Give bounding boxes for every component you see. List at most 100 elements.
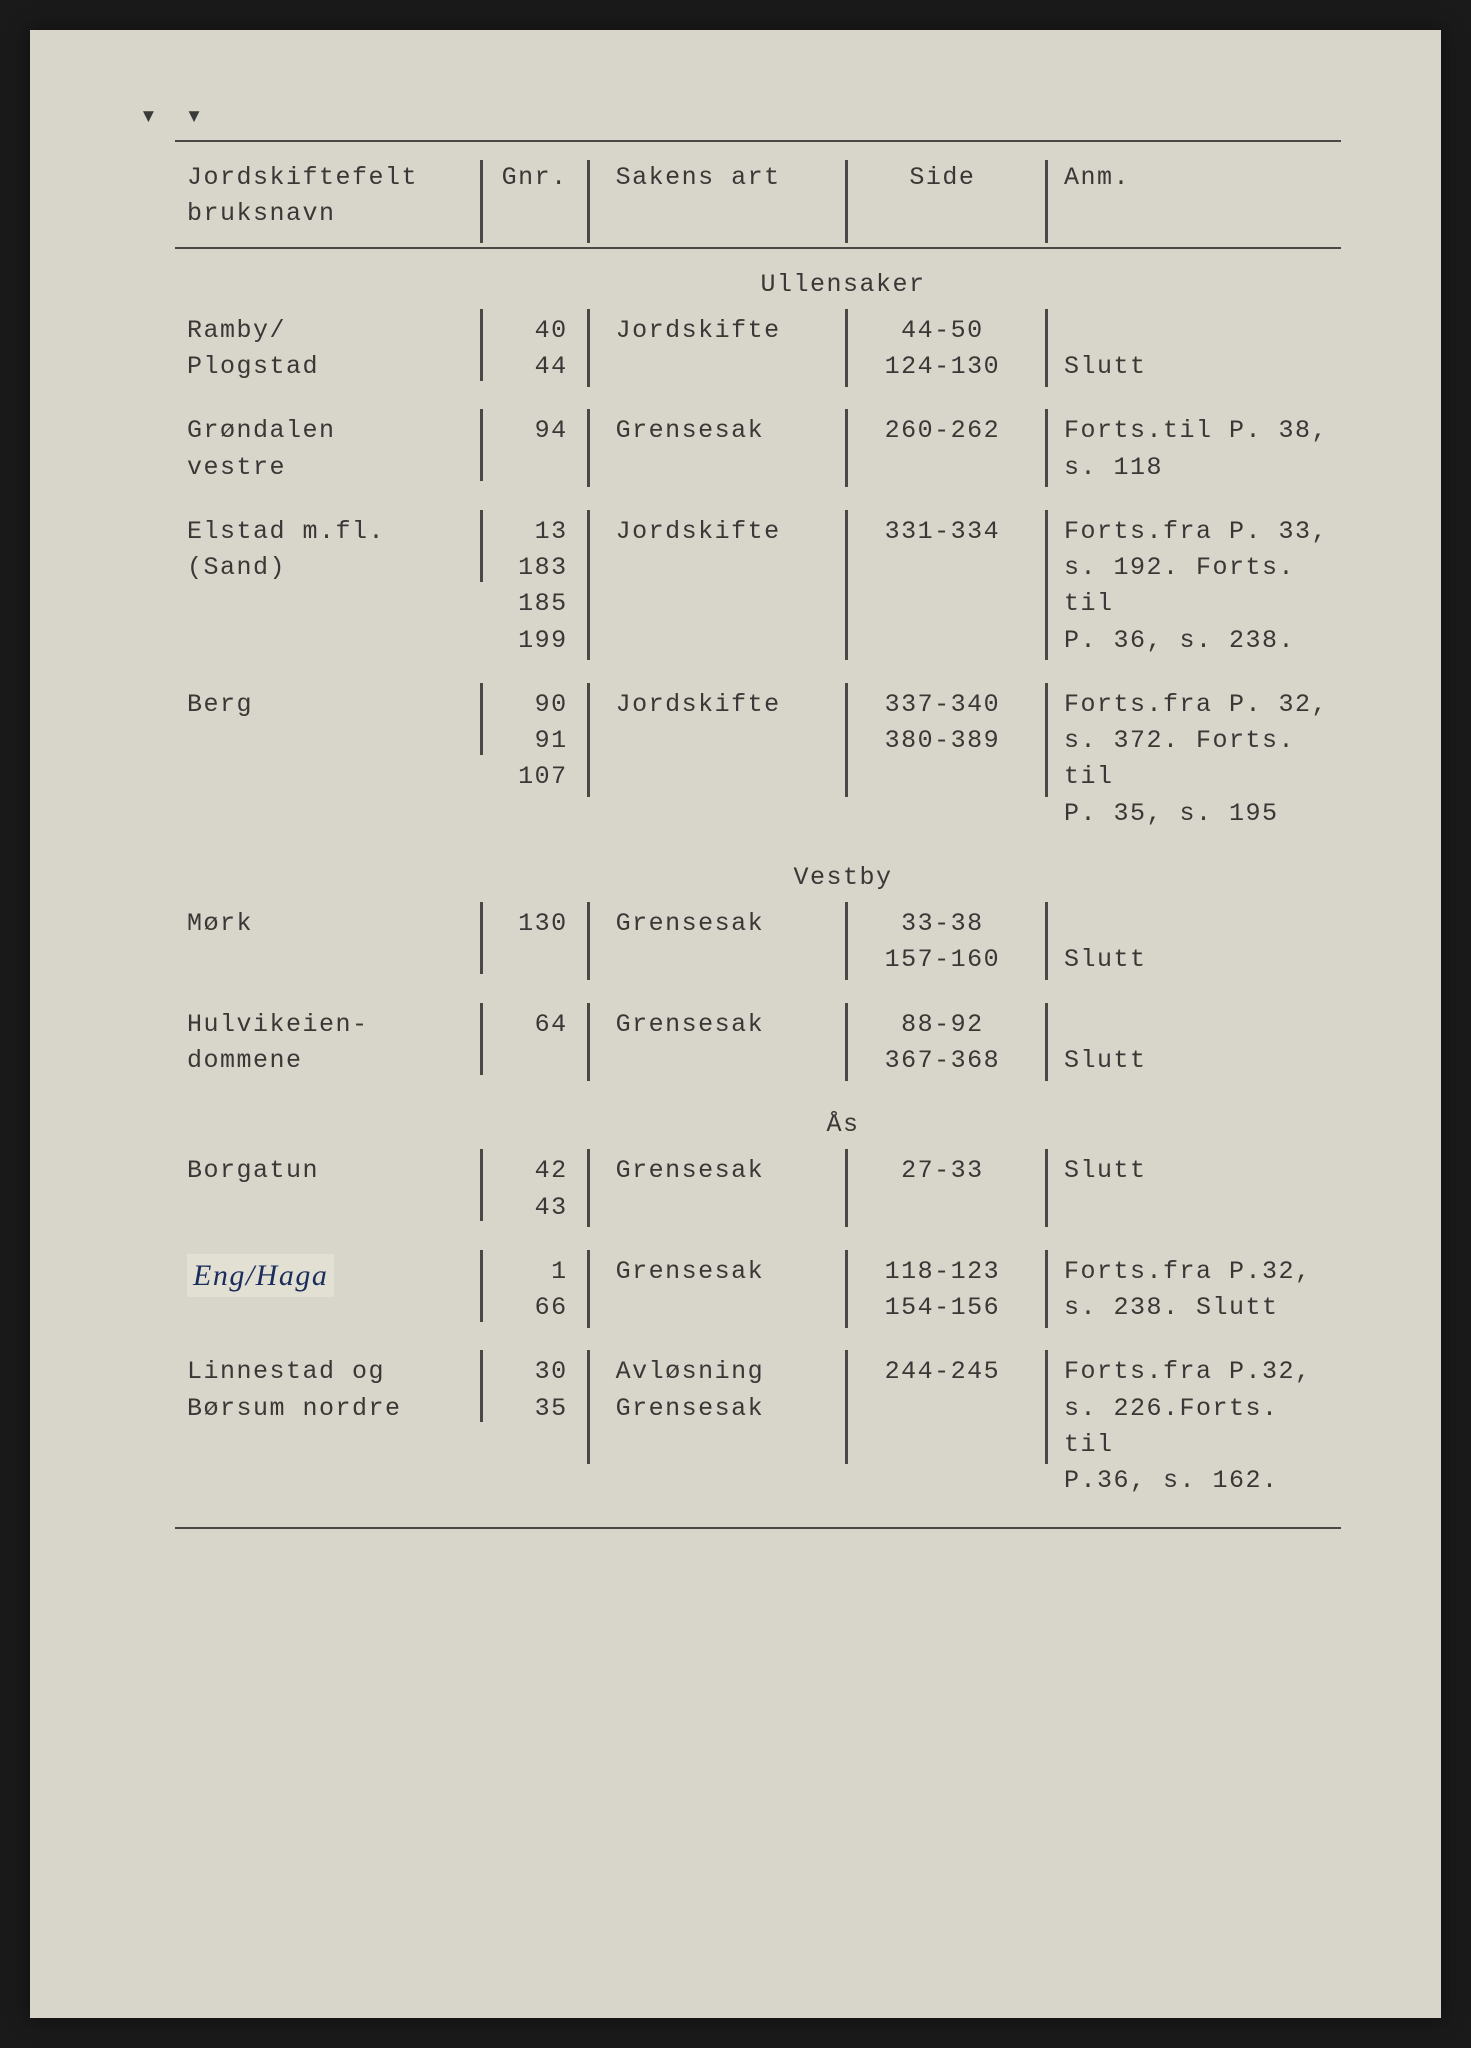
entry-vline [1045,409,1048,487]
table-row: Ramby/ Plogstad40 44Jordskifte44-50 124-… [175,313,1341,386]
table-row: Borgatun42 43Grensesak27-33Slutt [175,1153,1341,1226]
entry-vline [1045,1350,1048,1464]
header-vline-4 [1045,160,1048,243]
entry-vline [480,1250,483,1322]
entry-vline [480,510,483,582]
cell-name: Borgatun [175,1153,469,1226]
entry-vline [480,1003,483,1075]
table-row: Grøndalen vestre94Grensesak260-262Forts.… [175,413,1341,486]
cell-anm: Forts.fra P.32, s. 226.Forts. til P.36, … [1042,1354,1341,1499]
entry-vline [480,1149,483,1221]
cell-side: 88-92 367-368 [843,1007,1042,1080]
cell-side: 27-33 [843,1153,1042,1226]
cell-art: Grensesak [584,413,843,486]
table-row: Mørk130Grensesak33-38 157-160 Slutt [175,906,1341,979]
cell-name: Mørk [175,906,469,979]
cell-name: Berg [175,687,469,832]
header-name: Jordskiftefelt bruksnavn [175,160,469,233]
staple-mark: ▾ ▾ [140,98,209,133]
entry-vline [845,309,848,387]
cell-side: 337-340 380-389 [843,687,1042,832]
entry-vline [845,1250,848,1328]
cell-gnr: 94 [469,413,584,486]
cell-art: Grensesak [584,1153,843,1226]
table-row: Eng/Haga 1 66Grensesak118-123 154-156Fort… [175,1254,1341,1327]
cell-gnr: 1 66 [469,1254,584,1327]
cell-anm: Forts.fra P.32, s. 238. Slutt [1042,1254,1341,1327]
cell-gnr: 13 183 185 199 [469,514,584,659]
entry-vline [1045,683,1048,797]
cell-anm: Forts.fra P. 32, s. 372. Forts. til P. 3… [1042,687,1341,832]
cell-anm: Forts.til P. 38, s. 118 [1042,413,1341,486]
table-header-row: Jordskiftefelt bruksnavn Gnr. Sakens art… [175,142,1341,247]
entry-vline [480,683,483,755]
entry-vline [1045,309,1048,387]
cell-art: Jordskifte [584,687,843,832]
cell-art: Grensesak [584,906,843,979]
entry-vline [845,1350,848,1464]
cell-side: 33-38 157-160 [843,906,1042,979]
rule-bottom [175,1527,1341,1529]
sections-container: Ullensaker Ramby/ Plogstad40 44Jordskifte… [175,267,1341,1500]
cell-art: Avløsning Grensesak [584,1354,843,1499]
cell-art: Grensesak [584,1254,843,1327]
section-title: Ullensaker [175,267,1341,303]
header-anm: Anm. [1042,160,1341,233]
header-vline-1 [480,160,483,243]
rule-under-header [175,247,1341,249]
cell-art: Jordskifte [584,313,843,386]
entry-vline [587,1350,590,1464]
entry-vline [587,409,590,487]
entry-vline [480,1350,483,1422]
cell-side: 118-123 154-156 [843,1254,1042,1327]
entry-vline [587,309,590,387]
entry-vline [845,1149,848,1227]
register-table: Jordskiftefelt bruksnavn Gnr. Sakens art… [175,140,1341,1529]
table-row: Berg90 91 107Jordskifte337-340 380-389Fo… [175,687,1341,832]
entry-vline [587,683,590,797]
section-title: Ås [175,1107,1341,1143]
entry-vline [845,1003,848,1081]
cell-side: 44-50 124-130 [843,313,1042,386]
header-gnr: Gnr. [469,160,584,233]
entry-vline [587,510,590,660]
table-row: Hulvikeien- dommene64Grensesak88-92 367-… [175,1007,1341,1080]
cell-gnr: 30 35 [469,1354,584,1499]
cell-side: 331-334 [843,514,1042,659]
cell-gnr: 90 91 107 [469,687,584,832]
entry-vline [587,902,590,980]
table-row: Linnestad og Børsum nordre30 35Avløsning… [175,1354,1341,1499]
cell-name: Hulvikeien- dommene [175,1007,469,1080]
cell-gnr: 40 44 [469,313,584,386]
cell-side: 244-245 [843,1354,1042,1499]
entry-vline [1045,1003,1048,1081]
entry-vline [480,902,483,974]
cell-name: Eng/Haga [175,1254,469,1327]
entry-vline [845,902,848,980]
cell-name: Linnestad og Børsum nordre [175,1354,469,1499]
document-page: ▾ ▾ Jordskiftefelt bruksnavn Gnr. Sakens… [30,30,1441,2018]
header-vline-3 [845,160,848,243]
cell-art: Grensesak [584,1007,843,1080]
entry-vline [845,510,848,660]
entry-vline [1045,510,1048,660]
entry-vline [587,1149,590,1227]
entry-vline [480,309,483,381]
entry-vline [587,1003,590,1081]
cell-anm: Slutt [1042,313,1341,386]
cell-gnr: 130 [469,906,584,979]
handwritten-correction: Eng/Haga [187,1254,334,1298]
cell-side: 260-262 [843,413,1042,486]
entry-vline [587,1250,590,1328]
cell-anm: Slutt [1042,1007,1341,1080]
cell-name: Elstad m.fl. (Sand) [175,514,469,659]
entry-vline [1045,902,1048,980]
cell-art: Jordskifte [584,514,843,659]
cell-name: Grøndalen vestre [175,413,469,486]
entry-vline [845,409,848,487]
cell-anm: Slutt [1042,1153,1341,1226]
entry-vline [480,409,483,481]
cell-gnr: 42 43 [469,1153,584,1226]
entry-vline [1045,1149,1048,1227]
entry-vline [1045,1250,1048,1328]
